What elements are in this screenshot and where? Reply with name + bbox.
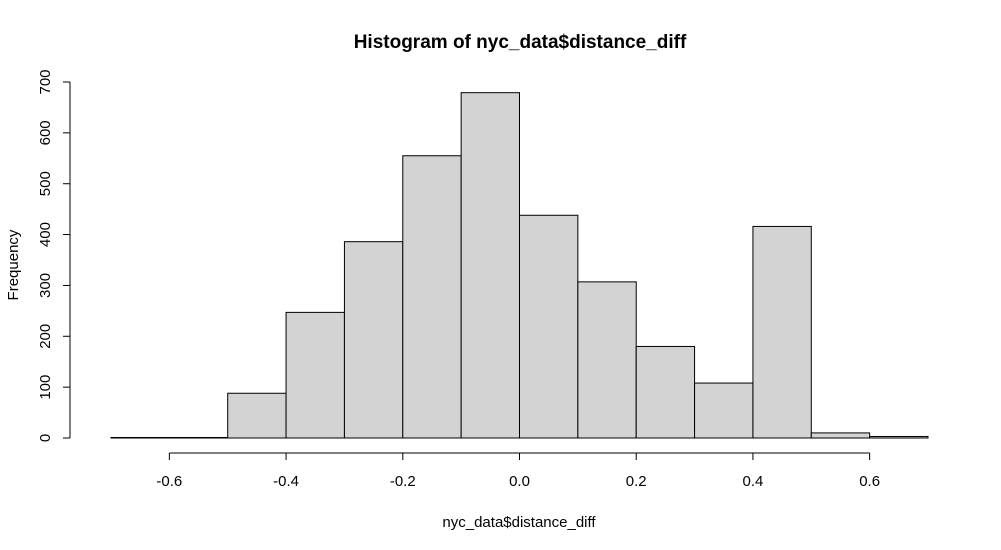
- x-tick-label: 0.0: [509, 473, 530, 490]
- histogram-bar: [694, 382, 754, 439]
- x-tick-label: -0.4: [273, 473, 299, 490]
- histogram-bar: [343, 241, 404, 439]
- x-axis: -0.6 -0.4 -0.2 0.0 0.2 0.4 0.6: [156, 452, 880, 490]
- histogram-bar: [168, 436, 229, 439]
- histogram-bar: [285, 311, 345, 439]
- histogram-bar: [577, 281, 637, 439]
- y-axis: 0 100 200 300 400 500 600 700: [37, 69, 71, 442]
- y-tick-label: 300: [37, 273, 54, 298]
- histogram-bar: [810, 432, 871, 439]
- x-tick-label: 0.6: [859, 473, 880, 490]
- histogram-bar: [227, 392, 287, 439]
- x-tick-label: -0.2: [390, 473, 416, 490]
- y-tick-label: 700: [37, 69, 54, 94]
- y-tick-label: 400: [37, 222, 54, 247]
- y-tick-label: 500: [37, 171, 54, 196]
- x-tick-label: -0.6: [156, 473, 182, 490]
- histogram-bar: [110, 436, 170, 439]
- x-tick-label: 0.4: [742, 473, 763, 490]
- y-axis-label: Frequency: [5, 229, 22, 300]
- histogram-bar: [519, 214, 579, 439]
- histogram-bar: [635, 345, 696, 439]
- chart-title: Histogram of nyc_data$distance_diff: [354, 32, 687, 53]
- bars-group: [110, 92, 929, 439]
- histogram-bar: [402, 155, 462, 439]
- histogram-bar: [869, 435, 929, 439]
- x-tick-label: 0.2: [626, 473, 647, 490]
- histogram-bar: [752, 225, 812, 439]
- histogram-bar: [460, 92, 521, 439]
- y-tick-label: 0: [37, 434, 54, 442]
- y-tick-label: 200: [37, 324, 54, 349]
- x-axis-label: nyc_data$distance_diff: [442, 514, 596, 531]
- y-tick-label: 600: [37, 120, 54, 145]
- y-tick-label: 100: [37, 375, 54, 400]
